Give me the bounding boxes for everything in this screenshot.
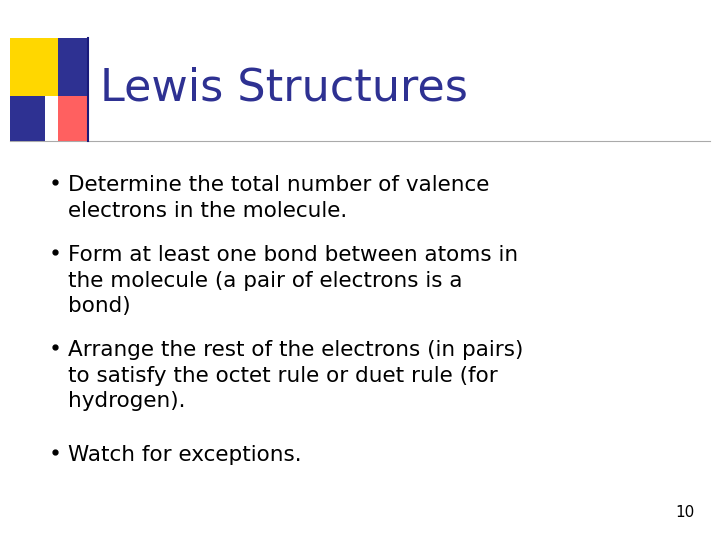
Bar bbox=[58, 38, 88, 96]
Bar bbox=[10, 38, 58, 96]
Bar bbox=[10, 96, 45, 141]
Text: Form at least one bond between atoms in
the molecule (a pair of electrons is a
b: Form at least one bond between atoms in … bbox=[68, 245, 518, 316]
Bar bbox=[58, 96, 88, 141]
Text: Watch for exceptions.: Watch for exceptions. bbox=[68, 445, 302, 465]
Text: Arrange the rest of the electrons (in pairs)
to satisfy the octet rule or duet r: Arrange the rest of the electrons (in pa… bbox=[68, 340, 523, 411]
Text: Determine the total number of valence
electrons in the molecule.: Determine the total number of valence el… bbox=[68, 175, 490, 221]
Text: 10: 10 bbox=[676, 505, 695, 520]
Text: Lewis Structures: Lewis Structures bbox=[100, 66, 468, 110]
